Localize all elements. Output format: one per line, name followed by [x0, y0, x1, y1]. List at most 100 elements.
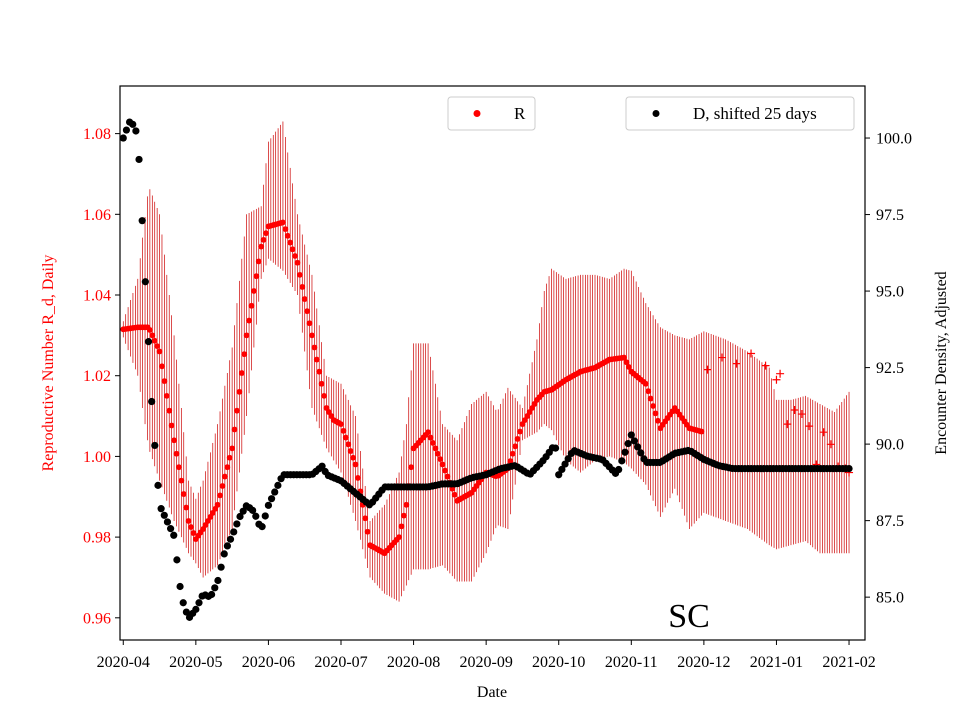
- r-point: [217, 492, 223, 499]
- d-point: [119, 134, 127, 142]
- x-tick-label: 2021-01: [750, 654, 803, 671]
- r-point: [304, 308, 311, 315]
- d-series: [119, 118, 853, 621]
- d-point: [233, 520, 241, 528]
- r-point: [318, 380, 325, 387]
- r-point: [427, 434, 434, 441]
- legend-d-marker: [652, 110, 660, 117]
- d-point: [624, 439, 632, 448]
- r-point: [342, 434, 349, 441]
- left-axis-label: Reproductive Number R_d, Daily: [40, 255, 57, 472]
- r-point: [294, 259, 301, 266]
- r-point: [188, 524, 194, 530]
- r-point: [224, 464, 231, 471]
- r-plus-marker: [747, 349, 756, 358]
- d-point: [151, 441, 159, 450]
- r-point: [425, 429, 431, 436]
- r-point: [173, 450, 180, 457]
- d-point: [627, 431, 635, 439]
- d-point: [160, 511, 168, 519]
- left-tick-label: 1.02: [83, 368, 111, 385]
- right-tick-label: 90.0: [876, 437, 904, 454]
- d-point: [271, 488, 279, 496]
- r-point: [166, 407, 173, 414]
- right-tick-label: 85.0: [876, 590, 904, 607]
- d-point: [236, 512, 244, 521]
- r-point: [243, 332, 250, 339]
- r-point: [352, 461, 359, 468]
- right-tick-label: 87.5: [876, 513, 904, 530]
- d-point: [195, 599, 203, 607]
- d-point: [148, 397, 156, 406]
- legend-d-label: D, shifted 25 days: [693, 104, 817, 123]
- d-point: [176, 582, 184, 591]
- r-point: [507, 458, 514, 465]
- r-point: [437, 456, 444, 462]
- d-point: [173, 556, 181, 564]
- r-plus-marker: [797, 410, 806, 419]
- r-plus-marker: [783, 420, 792, 429]
- r-point: [509, 450, 516, 457]
- legend-r-marker: [473, 110, 481, 117]
- right-axis-label: Encounter Density, Adjusted: [933, 271, 950, 454]
- d-point: [141, 278, 149, 286]
- r-point: [183, 504, 190, 511]
- r-point: [221, 473, 228, 480]
- r-point: [340, 427, 347, 434]
- x-tick-label: 2020-08: [387, 654, 440, 671]
- r-point: [625, 364, 632, 370]
- r-point: [180, 491, 187, 497]
- r-point: [263, 230, 269, 237]
- left-tick-label: 1.06: [83, 207, 111, 224]
- r-point: [313, 356, 320, 363]
- r-point: [345, 441, 352, 448]
- r-point: [439, 461, 446, 468]
- d-point: [561, 460, 569, 468]
- d-point: [555, 471, 563, 479]
- r-point: [301, 296, 308, 302]
- r-point: [154, 343, 161, 350]
- d-point: [217, 563, 225, 571]
- d-point: [264, 501, 273, 509]
- r-point: [512, 443, 519, 450]
- left-tick-label: 0.98: [83, 530, 111, 547]
- x-axis-label: Date: [477, 684, 507, 701]
- d-point: [630, 437, 639, 445]
- r-point: [621, 354, 627, 361]
- r-point: [398, 523, 405, 530]
- r-plus-marker: [703, 365, 712, 374]
- d-point: [261, 512, 269, 520]
- r-plus-marker: [819, 428, 828, 437]
- r-point: [309, 332, 315, 339]
- x-tick-label: 2020-12: [677, 654, 730, 671]
- r-point: [362, 515, 369, 522]
- d-point: [621, 448, 629, 456]
- x-tick-label: 2020-04: [97, 654, 150, 671]
- d-point: [129, 120, 137, 128]
- r-point: [146, 327, 153, 333]
- x-tick-label: 2020-10: [532, 654, 585, 671]
- r-point: [159, 363, 165, 370]
- r-point: [434, 450, 441, 457]
- r-point: [645, 388, 652, 395]
- r-point: [246, 317, 252, 324]
- r-point: [338, 421, 344, 428]
- r-point: [255, 258, 262, 265]
- d-point: [167, 525, 175, 533]
- r-point: [311, 344, 318, 351]
- r-point: [647, 395, 654, 402]
- x-tick-label: 2020-07: [314, 654, 367, 671]
- right-tick-label: 100.0: [876, 131, 912, 148]
- r-point: [321, 392, 327, 399]
- r-point: [350, 454, 356, 461]
- x-tick-label: 2020-05: [169, 654, 222, 671]
- legend-d: D, shifted 25 days: [625, 96, 855, 131]
- d-point: [135, 155, 143, 164]
- d-point: [318, 462, 326, 470]
- d-point: [214, 576, 222, 585]
- r-point: [231, 426, 238, 433]
- d-point: [564, 455, 572, 463]
- left-axis-ticks: 0.96 0.98 1.00 1.02 1.04 1.06 1.08: [83, 126, 120, 627]
- d-point: [163, 518, 172, 526]
- r-point: [306, 320, 313, 327]
